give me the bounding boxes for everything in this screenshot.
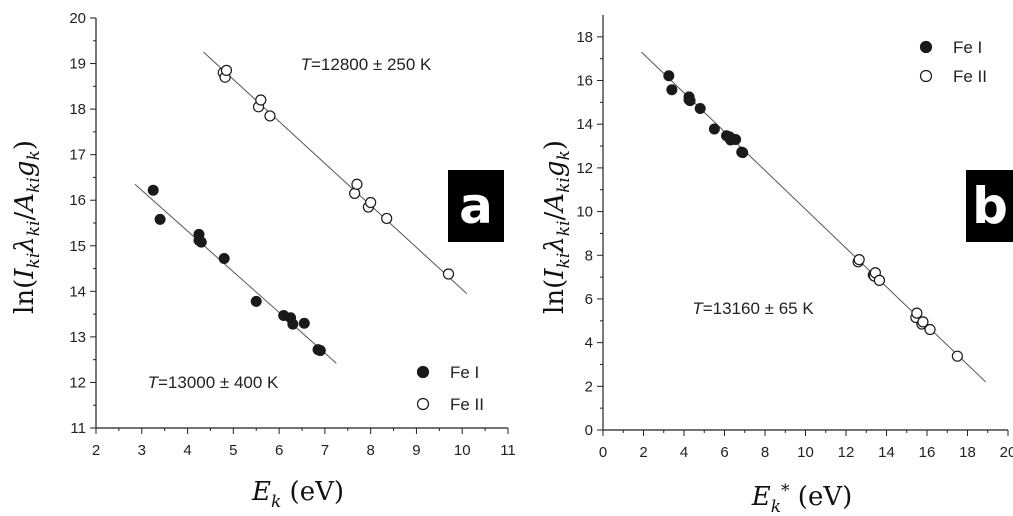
y-tick-label-b: 2 bbox=[585, 378, 593, 395]
fe-i-point-b bbox=[730, 134, 742, 145]
y-tick-label-a: 20 bbox=[69, 10, 86, 27]
fe-ii-point-a bbox=[255, 94, 267, 106]
x-tick-label-a: 6 bbox=[275, 442, 283, 459]
fe-i-point-b bbox=[694, 102, 706, 114]
fe-i-point-b bbox=[708, 123, 720, 135]
x-tick-label-b: 14 bbox=[878, 444, 895, 461]
fe-ii-point-a bbox=[365, 196, 377, 209]
y-tick-label-b: 10 bbox=[576, 204, 593, 221]
y-tick-label-a: 14 bbox=[69, 283, 86, 300]
x-tick-label-a: 7 bbox=[321, 442, 329, 459]
fe-ii-point-b bbox=[873, 274, 886, 286]
y-tick-label-a: 15 bbox=[69, 238, 86, 255]
fe-ii-point-b bbox=[924, 323, 936, 336]
y-tick-label-a: 16 bbox=[69, 192, 86, 209]
x-tick-label-b: 16 bbox=[919, 444, 936, 461]
fe-i-point-b bbox=[684, 95, 696, 107]
fe-ii-point-a bbox=[264, 110, 276, 122]
fe-i-point-a bbox=[314, 345, 326, 357]
y-tick-label-a: 19 bbox=[69, 56, 86, 73]
legend-marker-fe-i bbox=[919, 40, 933, 54]
x-axis-label-b: Ek* (eV) bbox=[751, 481, 853, 516]
x-tick-label-b: 20 bbox=[1000, 444, 1013, 461]
x-tick-label-a: 4 bbox=[183, 442, 191, 459]
x-tick-label-b: 10 bbox=[797, 444, 814, 461]
fe-i-point-a bbox=[287, 318, 299, 330]
fe-i-point-a bbox=[298, 317, 310, 329]
temperature-annotation-a: T=12800 ± 250 K bbox=[301, 55, 432, 74]
y-tick-label-b: 6 bbox=[585, 291, 593, 308]
y-tick-label-a: 12 bbox=[69, 374, 86, 391]
fe-ii-point-a bbox=[381, 212, 393, 225]
y-axis-label-a: ln(Ikiλki/Akigk) bbox=[10, 140, 44, 314]
y-tick-label-a: 17 bbox=[69, 147, 86, 164]
x-axis-label-a: Ek (eV) bbox=[251, 477, 344, 512]
fe-i-point-b bbox=[737, 147, 749, 159]
x-tick-label-a: 10 bbox=[454, 442, 471, 459]
y-tick-label-b: 12 bbox=[576, 160, 593, 177]
y-tick-label-b: 16 bbox=[576, 73, 593, 90]
y-tick-label-a: 18 bbox=[69, 101, 86, 118]
fe-i-point-a bbox=[195, 236, 207, 248]
legend-marker-fe-ii bbox=[416, 397, 430, 411]
fit-line-a bbox=[203, 51, 468, 294]
y-tick-label-a: 11 bbox=[70, 420, 86, 437]
x-tick-label-b: 2 bbox=[639, 444, 647, 461]
fe-ii-point-b bbox=[951, 350, 963, 362]
chart-panel-b: 0 2 4 6 8 10 12 14 16 18 20 0 2 4 6 8 10 12 14 16 18 T=13160 … bbox=[576, 15, 1013, 461]
fe-ii-point-b bbox=[911, 307, 923, 319]
temperature-annotation-b: T=13160 ± 65 K bbox=[692, 299, 814, 318]
panel-label-b: b bbox=[972, 177, 1008, 235]
x-tick-label-b: 18 bbox=[959, 444, 976, 461]
panel-label-box-a bbox=[448, 170, 504, 242]
x-tick-label-a: 3 bbox=[138, 442, 146, 459]
x-tick-label-a: 5 bbox=[229, 442, 237, 459]
y-tick-label-b: 18 bbox=[576, 29, 593, 46]
x-tick-label-b: 12 bbox=[838, 444, 855, 461]
legend-marker-fe-i bbox=[416, 365, 430, 379]
legend-marker-fe-ii bbox=[919, 69, 933, 83]
temperature-annotation-a: T=13000 ± 400 K bbox=[148, 373, 279, 392]
x-tick-label-b: 4 bbox=[680, 444, 688, 461]
fe-ii-point-a bbox=[351, 178, 363, 190]
panel-label-a: a bbox=[459, 177, 493, 235]
x-tick-label-b: 8 bbox=[761, 444, 769, 461]
y-tick-label-a: 13 bbox=[69, 329, 86, 346]
legend-label-fe-ii: Fe II bbox=[450, 395, 484, 414]
fe-ii-point-a bbox=[220, 64, 233, 76]
legend-label-fe-ii: Fe II bbox=[953, 67, 987, 86]
x-tick-label-b: 6 bbox=[720, 444, 728, 461]
fe-i-point-a bbox=[218, 253, 230, 265]
x-tick-label-b: 0 bbox=[599, 444, 607, 461]
fe-ii-point-a bbox=[349, 187, 361, 199]
y-axis-label-b: ln(Ikiλki/Akigk) bbox=[540, 140, 574, 314]
panel-label-box-b bbox=[966, 170, 1013, 242]
legend-label-fe-i: Fe I bbox=[450, 363, 479, 382]
fe-i-point-b bbox=[666, 84, 678, 96]
fe-ii-point-a bbox=[442, 268, 455, 280]
fit-line-a bbox=[134, 183, 337, 364]
y-tick-label-b: 8 bbox=[585, 247, 593, 264]
x-tick-label-a: 11 bbox=[500, 442, 516, 459]
fe-i-point-b bbox=[663, 70, 675, 82]
fe-i-point-a bbox=[250, 295, 262, 307]
x-tick-label-a: 8 bbox=[366, 442, 374, 459]
fe-ii-point-b bbox=[853, 254, 865, 266]
y-tick-label-b: 4 bbox=[585, 335, 593, 352]
legend-label-fe-i: Fe I bbox=[953, 38, 982, 57]
chart-panel-a: 2 3 4 5 6 7 8 9 10 11 11 12 13 14 15 16 17 18 19 20 T=12800 … bbox=[69, 10, 515, 459]
y-tick-label-b: 0 bbox=[585, 422, 593, 439]
y-tick-label-b: 14 bbox=[576, 116, 593, 133]
fe-i-point-a bbox=[154, 213, 166, 225]
fe-i-point-a bbox=[147, 184, 159, 196]
x-tick-label-a: 2 bbox=[92, 442, 100, 459]
fe-ii-point-b bbox=[917, 316, 929, 328]
x-tick-label-a: 9 bbox=[412, 442, 420, 459]
